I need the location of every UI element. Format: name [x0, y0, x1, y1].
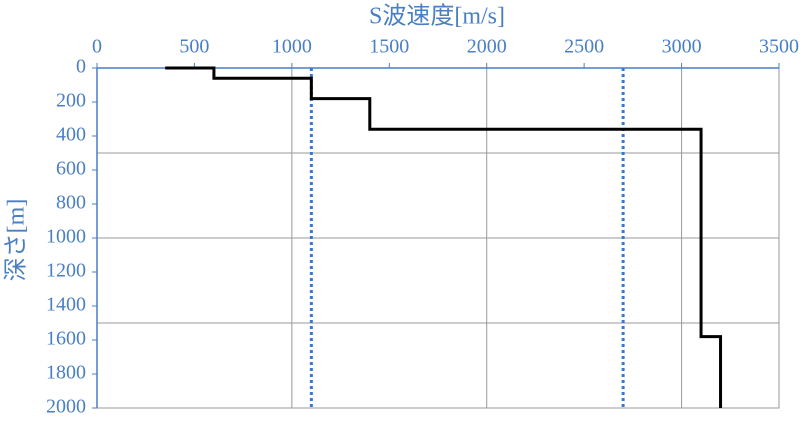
y-tick-label: 400: [56, 124, 86, 146]
y-tick-label: 2000: [46, 396, 86, 418]
y-tick-label: 0: [76, 56, 86, 78]
y-tick-label: 1000: [46, 226, 86, 248]
x-tick-label: 2500: [564, 36, 604, 58]
y-tick-label: 800: [56, 192, 86, 214]
x-tick-label: 1500: [369, 36, 409, 58]
y-tick-label: 1800: [46, 362, 86, 384]
x-tick-label: 1000: [272, 36, 312, 58]
y-tick-label: 1400: [46, 294, 86, 316]
y-tick-label: 600: [56, 158, 86, 180]
x-tick-label: 3500: [759, 36, 799, 58]
x-tick-label: 2000: [467, 36, 507, 58]
y-tick-label: 1600: [46, 328, 86, 350]
x-tick-label: 3000: [662, 36, 702, 58]
chart-title: S波速度[m/s]: [369, 3, 505, 30]
y-tick-label: 1200: [46, 260, 86, 282]
x-tick-label: 500: [179, 36, 209, 58]
y-tick-label: 200: [56, 90, 86, 112]
data-line: [165, 66, 723, 408]
y-axis-label: 深さ[m]: [3, 199, 30, 282]
x-tick-label: 0: [92, 36, 102, 58]
